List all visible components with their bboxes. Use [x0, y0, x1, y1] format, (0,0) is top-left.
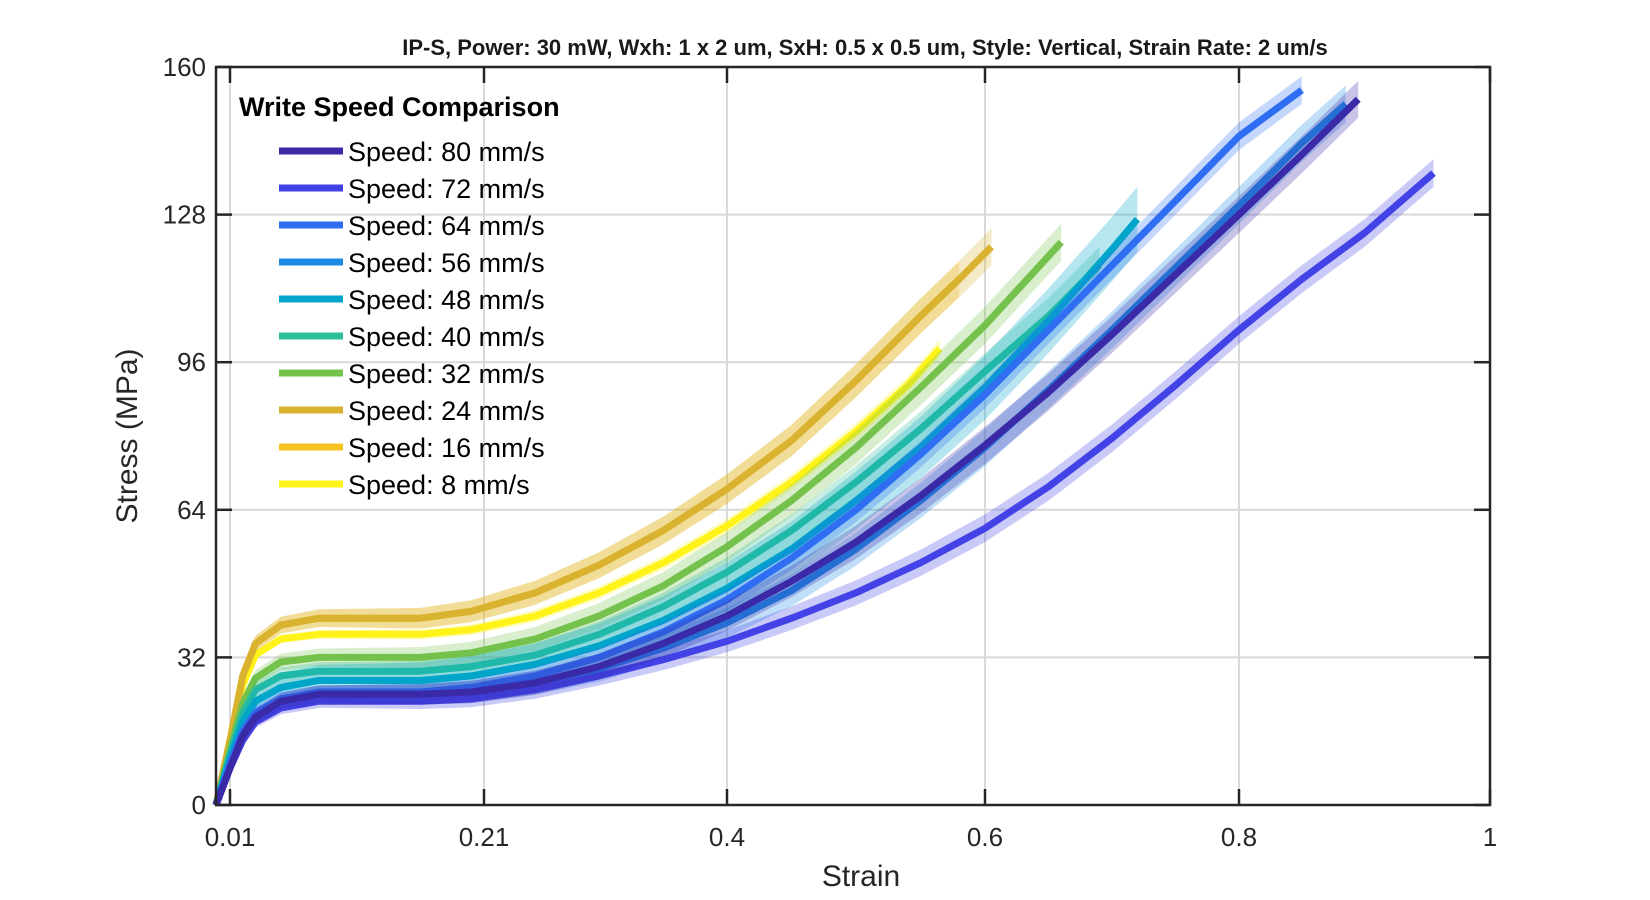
x-tick-label: 0.6	[967, 822, 1003, 852]
legend-label: Speed: 48 mm/s	[348, 285, 545, 315]
legend-title: Write Speed Comparison	[239, 92, 560, 122]
series-48-mms	[212, 186, 1141, 807]
x-tick-label: 0.8	[1221, 822, 1257, 852]
x-tick-label: 0.21	[459, 822, 510, 852]
series-72-mms	[212, 159, 1436, 807]
series-band	[216, 246, 1100, 805]
legend-label: Speed: 32 mm/s	[348, 359, 545, 389]
legend-item: Speed: 56 mm/s	[279, 248, 545, 278]
y-tick-label: 128	[163, 200, 206, 230]
x-axis-label: Strain	[822, 860, 900, 893]
legend-label: Speed: 40 mm/s	[348, 322, 545, 352]
series-line	[212, 216, 1141, 807]
y-tick-label: 32	[177, 642, 206, 672]
x-tick-label: 0.4	[709, 822, 745, 852]
y-tick-label: 64	[177, 495, 206, 525]
series-line	[212, 262, 1102, 806]
x-tick-label: 1	[1483, 822, 1497, 852]
legend-item: Speed: 40 mm/s	[279, 322, 545, 352]
legend-label: Speed: 72 mm/s	[348, 174, 545, 204]
x-tick-label: 0.01	[205, 822, 256, 852]
series-line	[212, 170, 1436, 807]
legend-item: Speed: 64 mm/s	[279, 211, 545, 241]
series-group	[212, 76, 1436, 807]
legend-label: Speed: 16 mm/s	[348, 433, 545, 463]
series-40-mms	[212, 246, 1102, 806]
series-line	[212, 96, 1361, 807]
legend-label: Speed: 8 mm/s	[348, 470, 530, 500]
tick-labels: 0.01 0.21 0.4 0.6 0.8 1 0 32 64 96 128 160	[163, 52, 1498, 852]
series-24-mms	[212, 228, 994, 806]
legend-item: Speed: 72 mm/s	[279, 174, 545, 204]
legend-label: Speed: 64 mm/s	[348, 211, 545, 241]
legend-item: Speed: 16 mm/s	[279, 433, 545, 463]
chart-title: IP-S, Power: 30 mW, Wxh: 1 x 2 um, SxH: …	[402, 35, 1328, 60]
y-tick-label: 96	[177, 347, 206, 377]
legend-item: Speed: 48 mm/s	[279, 285, 545, 315]
series-32-mms	[212, 223, 1064, 806]
axes-frame	[214, 65, 1492, 807]
series-80-mms	[212, 80, 1361, 807]
series-line	[212, 346, 943, 806]
y-tick-label: 160	[163, 52, 206, 82]
y-tick-label: 0	[192, 790, 206, 820]
series-line	[212, 239, 1064, 806]
y-axis-label: Stress (MPa)	[111, 348, 144, 523]
legend: Write Speed Comparison Speed: 80 mm/s Spe…	[239, 92, 560, 500]
series-8-mms	[212, 339, 943, 806]
legend-item: Speed: 8 mm/s	[279, 470, 530, 500]
legend-label: Speed: 24 mm/s	[348, 396, 545, 426]
axes-box	[214, 65, 1492, 807]
legend-item: Speed: 24 mm/s	[279, 396, 545, 426]
legend-label: Speed: 56 mm/s	[348, 248, 545, 278]
legend-label: Speed: 80 mm/s	[348, 137, 545, 167]
series-line	[212, 244, 994, 806]
legend-item: Speed: 80 mm/s	[279, 137, 545, 167]
legend-item: Speed: 32 mm/s	[279, 359, 545, 389]
